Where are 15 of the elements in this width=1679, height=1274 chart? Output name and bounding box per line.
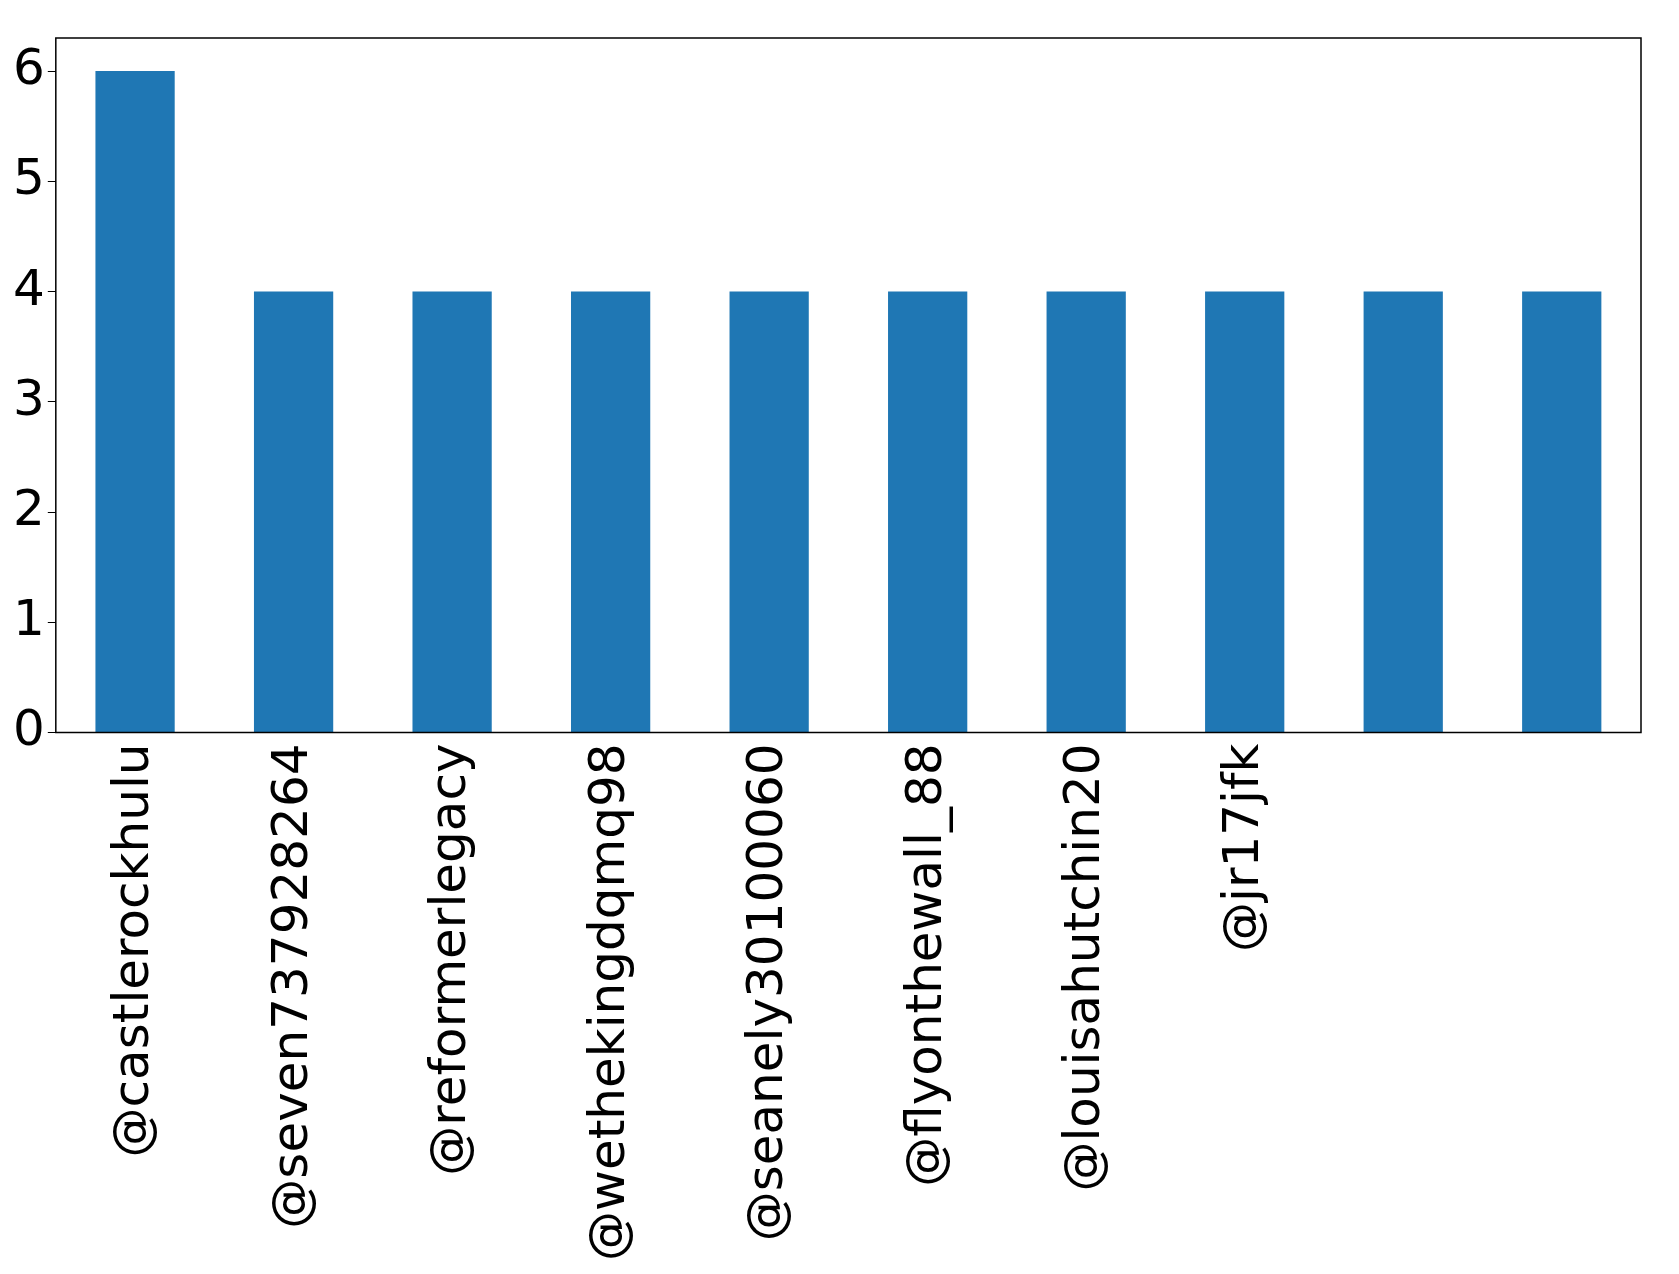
x-tick-label: @wethekingdqmq98	[577, 743, 636, 1261]
x-tick-label: @seven737928264	[260, 743, 319, 1229]
y-tick-label: 1	[13, 589, 45, 648]
y-tick-label: 6	[13, 38, 45, 97]
x-tick-label: @flyonthewall_88	[894, 743, 953, 1187]
x-tick-label: @castlerockhulu	[102, 743, 161, 1158]
y-tick-label: 2	[13, 478, 45, 537]
y-tick-label: 4	[13, 258, 45, 317]
x-tick-label: @louisahutchin20	[1053, 743, 1112, 1192]
x-tick-label: @jr17jfk	[1211, 743, 1270, 952]
y-tick-label: 3	[13, 368, 45, 427]
x-tick-label: @seanely30100060	[736, 743, 795, 1242]
y-tick-label: 0	[13, 699, 45, 758]
y-tick-label: 5	[13, 148, 45, 207]
x-tick-label: @reformerlegacy	[419, 743, 478, 1176]
